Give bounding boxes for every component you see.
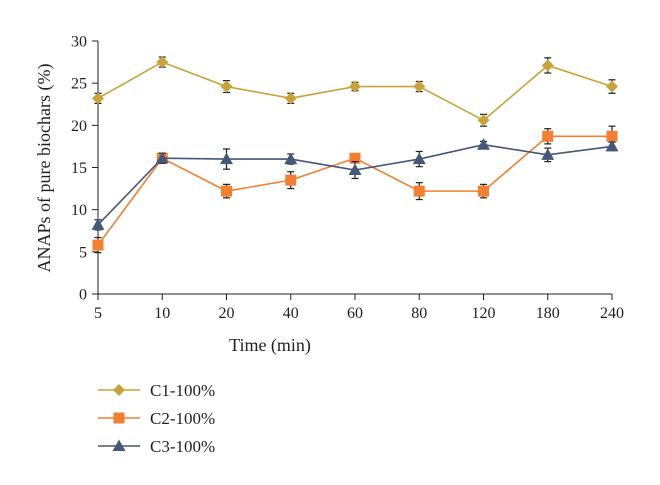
- data-point: [220, 80, 233, 93]
- y-tick-label: 5: [79, 244, 87, 261]
- data-point: [349, 152, 361, 164]
- data-point: [478, 185, 489, 197]
- x-tick-label: 60: [347, 305, 363, 322]
- y-axis-title: ANAPs of pure biochars (%): [34, 64, 55, 273]
- data-point: [156, 56, 169, 69]
- data-point: [220, 152, 233, 165]
- data-point: [349, 80, 361, 93]
- y-tick-label: 10: [71, 202, 87, 219]
- legend: C1-100% C2-100% C3-100%: [98, 381, 215, 456]
- data-point: [477, 138, 490, 150]
- y-tick-label: 15: [71, 160, 87, 177]
- x-axis-title: Time (min): [229, 335, 311, 356]
- y-tick-label: 0: [79, 287, 87, 304]
- x-tick-label: 20: [219, 305, 235, 322]
- series-0: [92, 56, 618, 127]
- legend-label: C2-100%: [150, 409, 215, 428]
- legend-item: C3-100%: [98, 437, 215, 456]
- data-point: [284, 92, 297, 105]
- x-tick-label: 40: [283, 305, 299, 322]
- data-point: [413, 185, 425, 197]
- data-point: [91, 218, 105, 230]
- y-tick-label: 20: [71, 118, 87, 135]
- x-tick-label: 180: [536, 305, 560, 322]
- data-point: [92, 239, 104, 251]
- legend-marker: [112, 439, 126, 451]
- x-tick-label: 120: [472, 305, 496, 322]
- data-point: [285, 174, 297, 186]
- data-point: [221, 185, 232, 197]
- x-tick-label: 240: [600, 305, 624, 322]
- series-2: [91, 138, 619, 231]
- data-point: [541, 59, 554, 72]
- x-axis-ticks: 5 10 20 40 60 80 120 180 240: [94, 294, 624, 322]
- y-tick-label: 30: [71, 34, 87, 51]
- data-point: [605, 139, 619, 152]
- y-tick-label: 25: [71, 76, 87, 93]
- data-point: [413, 80, 426, 93]
- data-point: [477, 114, 490, 127]
- x-tick-label: 10: [154, 305, 170, 322]
- legend-marker: [113, 384, 125, 396]
- data-point: [542, 130, 554, 142]
- legend-label: C3-100%: [150, 437, 215, 456]
- data-point: [412, 152, 426, 165]
- legend-item: C2-100%: [98, 409, 215, 428]
- data-point: [541, 148, 555, 160]
- legend-item: C1-100%: [98, 381, 215, 400]
- legend-marker: [113, 412, 125, 424]
- data-point: [606, 80, 618, 93]
- plot-series: [91, 56, 619, 254]
- data-point: [155, 151, 169, 164]
- data-point: [348, 163, 362, 176]
- data-point: [284, 152, 298, 165]
- x-tick-label: 5: [94, 305, 102, 322]
- series-1: [92, 125, 618, 254]
- data-point: [606, 130, 618, 142]
- legend-label: C1-100%: [150, 381, 215, 400]
- y-axis-ticks: 0 5 10 15 20 25 30: [71, 34, 98, 304]
- x-tick-label: 80: [411, 305, 427, 322]
- data-point: [92, 92, 104, 105]
